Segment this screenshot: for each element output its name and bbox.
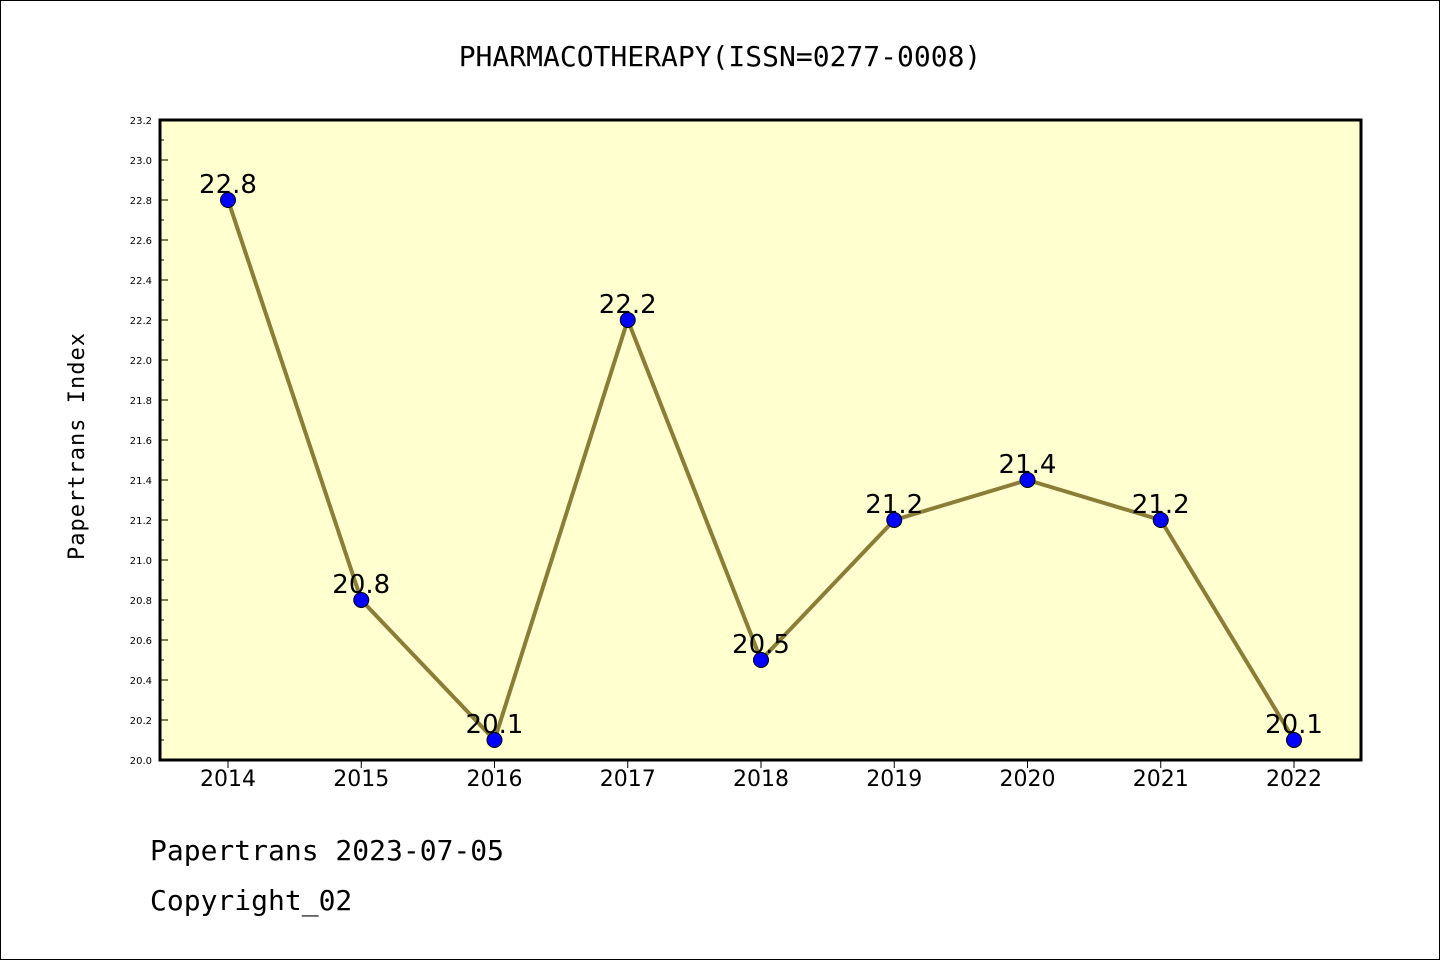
axis-ticks: 20.0 20.2 20.4 20.6 20.8 21.0 21.2 21.4 21.6 21.8… xyxy=(130,116,1322,792)
y-tick-label: 21.8 xyxy=(130,396,152,407)
y-axis-label: Papertrans Index xyxy=(65,332,90,560)
y-tick-label: 22.8 xyxy=(130,196,152,207)
data-label: 21.4 xyxy=(999,450,1057,480)
y-tick-label: 20.6 xyxy=(130,636,152,647)
data-point xyxy=(1152,512,1169,528)
y-tick-label: 22.6 xyxy=(130,236,152,247)
y-tick-label: 20.8 xyxy=(130,596,152,607)
plot-border xyxy=(158,118,1363,762)
y-tick-label: 22.4 xyxy=(130,276,152,287)
data-point xyxy=(353,592,370,608)
y-tick-label: 21.0 xyxy=(130,556,152,567)
x-tick-label: 2022 xyxy=(1266,767,1322,792)
data-label: 22.2 xyxy=(599,290,657,320)
footer-date: Papertrans 2023-07-05 xyxy=(150,834,505,867)
y-tick-label: 22.2 xyxy=(130,316,152,327)
y-tick-label: 23.2 xyxy=(130,116,152,127)
x-tick-label: 2020 xyxy=(1000,767,1056,792)
y-tick-label: 21.4 xyxy=(130,476,152,487)
data-point xyxy=(220,192,236,208)
y-tick-label: 23.0 xyxy=(130,156,152,167)
data-points xyxy=(220,192,1302,748)
chart-title: PHARMACOTHERAPY(ISSN=0277-0008) xyxy=(459,40,982,73)
x-tick-label: 2014 xyxy=(200,767,256,792)
data-label: 20.5 xyxy=(732,630,790,660)
x-tick-label: 2021 xyxy=(1133,767,1189,792)
data-point xyxy=(886,512,903,528)
data-point xyxy=(486,732,503,748)
y-tick-label: 21.2 xyxy=(130,516,152,527)
data-label: 20.1 xyxy=(466,710,524,740)
x-tick-label: 2017 xyxy=(600,767,656,792)
footer-copyright: Copyright_02 xyxy=(150,884,353,917)
data-label: 20.8 xyxy=(332,570,390,600)
x-tick-label: 2015 xyxy=(333,767,389,792)
y-tick-label: 22.0 xyxy=(130,356,152,367)
data-labels: 22.8 20.8 20.1 22.2 20.5 21.2 21.4 21.2 20.1 xyxy=(199,170,1323,740)
data-point xyxy=(619,312,636,328)
y-tick-label: 21.6 xyxy=(130,436,152,447)
data-point xyxy=(753,652,769,668)
data-point xyxy=(1286,732,1302,748)
x-tick-label: 2019 xyxy=(866,767,922,792)
y-tick-label: 20.2 xyxy=(130,716,152,727)
x-tick-label: 2016 xyxy=(467,767,523,792)
data-point xyxy=(1019,472,1036,488)
data-label: 21.2 xyxy=(1132,490,1190,520)
x-tick-label: 2018 xyxy=(733,767,789,792)
y-tick-label: 20.0 xyxy=(130,756,152,767)
data-label: 22.8 xyxy=(199,170,257,200)
y-tick-label: 20.4 xyxy=(130,676,152,687)
data-label: 21.2 xyxy=(865,490,923,520)
data-label: 20.1 xyxy=(1265,710,1323,740)
